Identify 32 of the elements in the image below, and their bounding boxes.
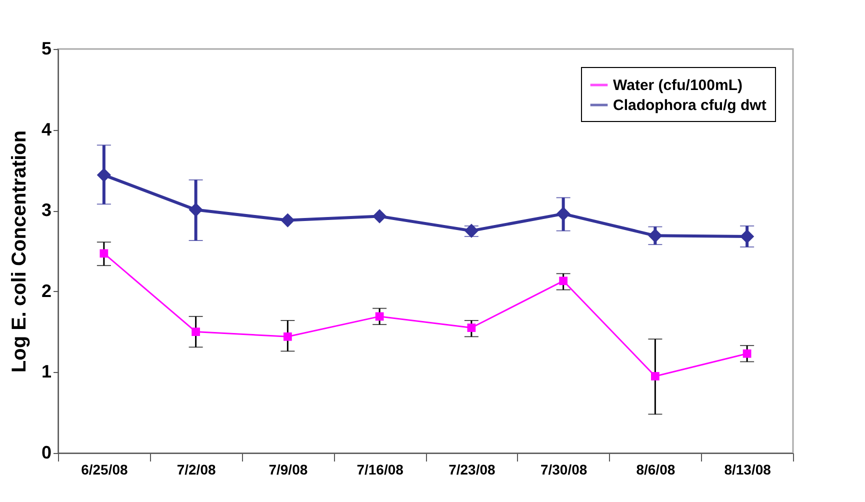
y-tick-label: 2 xyxy=(41,280,52,301)
x-tick-label: 7/16/08 xyxy=(356,462,404,478)
point xyxy=(192,328,200,336)
legend-label: Cladophora cfu/g dwt xyxy=(613,97,766,114)
x-tick-label: 7/23/08 xyxy=(448,462,496,478)
point xyxy=(467,324,476,332)
point xyxy=(284,332,292,341)
y-axis-title: Log E. coli Concentration xyxy=(8,130,30,373)
point xyxy=(100,249,108,258)
y-tick-label: 3 xyxy=(41,200,52,220)
point xyxy=(742,349,752,358)
legend-label: Water (cfu/100mL) xyxy=(613,77,742,94)
point xyxy=(648,228,662,243)
point xyxy=(96,168,112,182)
point xyxy=(559,276,568,286)
x-tick-label: 7/9/08 xyxy=(268,462,308,478)
y-tick-label: 5 xyxy=(41,38,52,58)
point xyxy=(280,213,295,228)
point xyxy=(556,206,570,221)
x-tick-label: 7/30/08 xyxy=(540,462,588,478)
y-tick-label: 1 xyxy=(41,362,52,382)
point xyxy=(188,202,203,217)
y-tick-label: 4 xyxy=(41,119,52,140)
point xyxy=(375,312,384,321)
x-tick-label: 7/2/08 xyxy=(176,462,216,478)
x-tick-label: 8/13/08 xyxy=(724,462,772,478)
x-tick-label: 6/25/08 xyxy=(81,462,128,478)
point xyxy=(740,229,754,244)
point xyxy=(651,372,660,380)
point xyxy=(372,209,387,224)
y-tick-label: 0 xyxy=(41,442,52,462)
x-tick-label: 8/6/08 xyxy=(636,462,676,478)
